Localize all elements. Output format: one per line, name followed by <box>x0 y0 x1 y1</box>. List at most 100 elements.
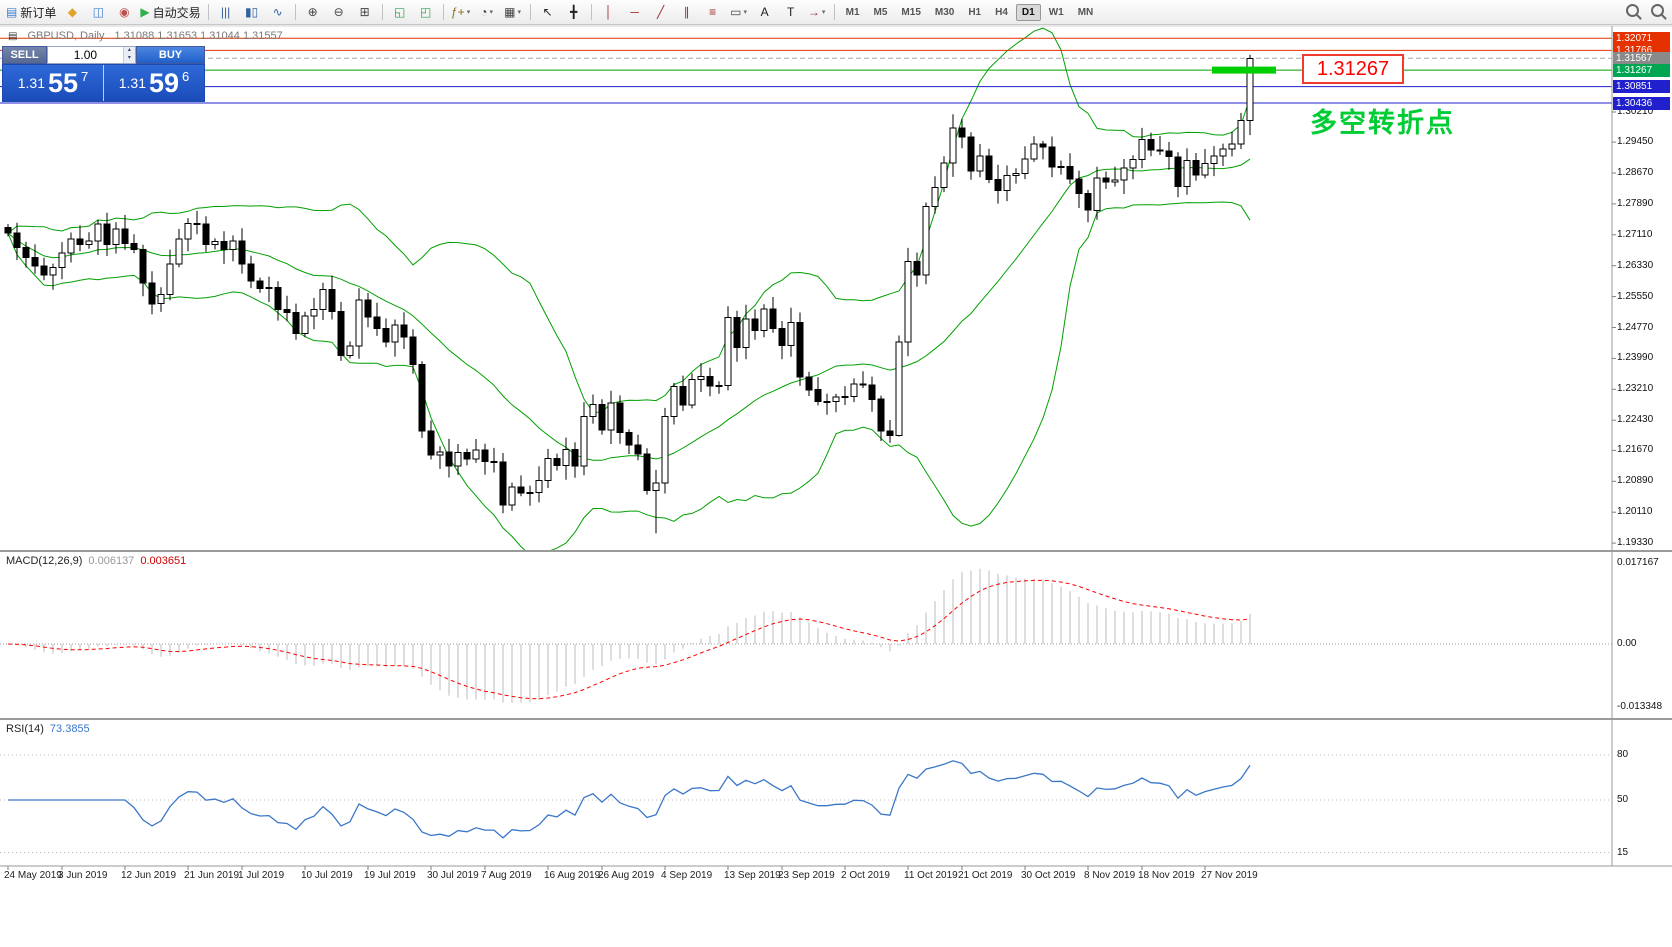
timeframe-h1-button[interactable]: H1 <box>968 6 982 18</box>
templates-button[interactable]: ▦ ▾ <box>501 2 525 22</box>
chart-shift-button[interactable]: ◰ <box>414 2 438 22</box>
auto-scroll-icon: ◱ <box>393 5 406 19</box>
price-level-tag: 1.30851 <box>1613 80 1670 94</box>
buy-price-display[interactable]: 1.31 59 6 <box>104 65 204 101</box>
timeframe-d1-button[interactable]: D1 <box>1015 3 1041 21</box>
macd-name: MACD(12,26,9) <box>6 555 83 567</box>
cursor-button[interactable]: ↖ <box>536 2 560 22</box>
timeframe-m30-button[interactable]: M30 <box>934 6 955 18</box>
periods-button[interactable]: ◔ ▾ <box>475 2 499 22</box>
sell-price-sup: 7 <box>81 69 89 84</box>
macd-value-2: 0.003651 <box>140 555 187 567</box>
tile-windows-icon: ⊞ <box>359 5 370 19</box>
timeframe-h4-button[interactable]: H4 <box>995 6 1008 18</box>
price-scale-tick: 1.29450 <box>1617 136 1654 148</box>
chevron-down-icon: ▾ <box>466 9 471 16</box>
bar-chart-icon: ||| <box>220 5 231 19</box>
data-window-button[interactable]: ◉ <box>112 2 136 22</box>
price-scale-tick: 1.26330 <box>1617 259 1654 271</box>
rsi-scale-tick: 80 <box>1617 749 1629 760</box>
zoom-out-button[interactable]: ⊖ <box>327 2 351 22</box>
candlestick-chart-button[interactable]: ▮▯ <box>240 2 264 22</box>
price-scale-tick: 1.23990 <box>1617 352 1654 364</box>
crosshair-button[interactable]: ╋ <box>562 2 586 22</box>
shapes-button[interactable]: ▭ ▾ <box>727 2 751 22</box>
arrow-tools-button[interactable]: → ▾ <box>805 2 829 22</box>
auto-scroll-button[interactable]: ◱ <box>388 2 412 22</box>
chart-symbol-icon: ▤ <box>8 30 18 42</box>
vertical-line-button[interactable]: │ <box>597 2 621 22</box>
new-order-button[interactable]: ▤ 新订单 <box>4 2 58 22</box>
price-scale-tick: 1.19330 <box>1617 537 1654 549</box>
rsi-value: 73.3855 <box>49 723 90 735</box>
buy-button[interactable]: BUY <box>136 46 205 64</box>
macd-scale-tick: -0.013348 <box>1617 700 1663 712</box>
sell-price-display[interactable]: 1.31 55 7 <box>3 65 104 101</box>
toolbar-separator <box>294 4 296 20</box>
autotrading-button[interactable]: ▶ 自动交易 <box>138 2 202 22</box>
fibonacci-button[interactable]: ≡ <box>701 2 725 22</box>
date-axis-label: 12 Jun 2019 <box>121 870 177 881</box>
trendline-button[interactable]: ╱ <box>649 2 673 22</box>
fibonacci-icon: ≡ <box>709 5 717 19</box>
price-scale-tick: 1.21670 <box>1617 444 1654 456</box>
toolbar-separator <box>833 4 835 20</box>
zoom-in-icon: ⊕ <box>307 5 318 19</box>
volume-decrease-button[interactable]: ▾ <box>123 55 135 63</box>
indicators-button[interactable]: ƒ+ ▾ <box>449 2 473 22</box>
turning-point-annotation[interactable]: 多空转折点 <box>1310 108 1455 138</box>
line-chart-icon: ∿ <box>272 5 283 19</box>
crosshair-icon: ╋ <box>569 5 578 19</box>
timeframe-m1-button[interactable]: M1 <box>845 6 860 18</box>
rsi-scale-tick: 15 <box>1617 846 1629 858</box>
date-axis-label: 27 Nov 2019 <box>1201 870 1258 881</box>
sell-button[interactable]: SELL <box>2 46 47 64</box>
chart-profiles-button[interactable]: ◆ <box>60 2 84 22</box>
date-axis-label: 3 Jun 2019 <box>58 870 108 881</box>
volume-increase-button[interactable]: ▴ <box>123 47 135 55</box>
equidistant-channel-button[interactable]: ∥ <box>675 2 699 22</box>
candlestick-chart-icon: ▮▯ <box>245 5 259 19</box>
market-watch-button[interactable]: ◫ <box>86 2 110 22</box>
cursor-icon: ↖ <box>542 5 553 19</box>
text-icon: A <box>760 5 769 19</box>
templates-icon: ▦ <box>504 5 516 19</box>
horizontal-line-button[interactable]: ─ <box>623 2 647 22</box>
chart-shift-icon: ◰ <box>419 5 432 19</box>
buy-price-big: 59 <box>148 67 180 98</box>
date-axis-label: 11 Oct 2019 <box>904 870 958 881</box>
price-annotation-box[interactable]: 1.31267 <box>1302 54 1404 84</box>
shapes-icon: ▭ <box>730 5 742 19</box>
symbol-title: GBPUSD, Daily <box>27 30 105 42</box>
autotrading-icon: ▶ <box>140 5 150 19</box>
timeframe-mn-button[interactable]: MN <box>1077 6 1094 18</box>
tile-windows-button[interactable]: ⊞ <box>353 2 377 22</box>
text-label-button[interactable]: T <box>779 2 803 22</box>
toolbar-separator <box>207 4 209 20</box>
price-level-tag: 1.31267 <box>1613 63 1670 77</box>
macd-value-1: 0.006137 <box>88 555 135 567</box>
line-chart-button[interactable]: ∿ <box>266 2 290 22</box>
trendline-icon: ╱ <box>656 5 665 19</box>
text-button[interactable]: A <box>753 2 777 22</box>
quick-zoom-icon[interactable] <box>1651 4 1664 17</box>
market-watch-icon: ◫ <box>92 5 105 19</box>
date-axis-label: 23 Sep 2019 <box>778 870 835 881</box>
toolbar-separator <box>381 4 383 20</box>
date-axis-label: 21 Jun 2019 <box>184 870 240 881</box>
bar-chart-button[interactable]: ||| <box>214 2 238 22</box>
vertical-line-icon: │ <box>604 5 613 19</box>
search-icon[interactable] <box>1626 4 1639 17</box>
date-axis-label: 8 Nov 2019 <box>1084 870 1136 881</box>
date-axis-label: 2 Oct 2019 <box>841 870 890 881</box>
date-axis-label: 10 Jul 2019 <box>301 870 353 881</box>
timeframe-m5-button[interactable]: M5 <box>873 6 888 18</box>
text-label-icon: T <box>786 5 795 19</box>
sell-price-main: 1.31 <box>17 75 45 91</box>
zoom-in-button[interactable]: ⊕ <box>301 2 325 22</box>
timeframe-w1-button[interactable]: W1 <box>1048 6 1064 18</box>
new-order-icon: ▤ <box>6 5 18 19</box>
volume-input[interactable] <box>48 47 123 63</box>
timeframe-m15-button[interactable]: M15 <box>901 6 921 18</box>
